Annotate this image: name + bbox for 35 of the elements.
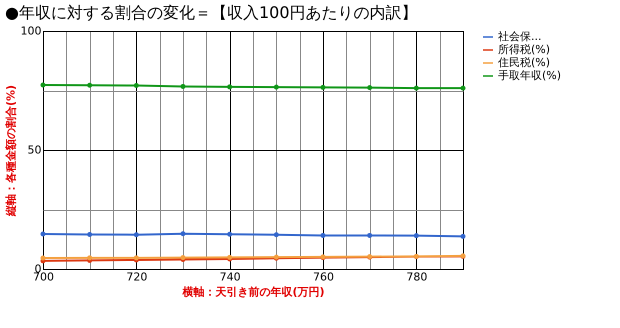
point xyxy=(87,82,92,88)
legend-label: 所得税(%) xyxy=(498,43,550,56)
point xyxy=(180,84,186,89)
x-tick-label: 740 xyxy=(220,270,241,284)
y-axis-title: 縦軸：各種金額の割合(%) xyxy=(4,84,18,218)
point xyxy=(460,234,466,239)
point xyxy=(40,256,46,261)
point xyxy=(227,232,232,237)
point xyxy=(414,233,419,238)
x-tick-label: 760 xyxy=(313,270,334,284)
y-tick-label: 100 xyxy=(20,24,42,38)
point xyxy=(367,232,372,238)
x-axis-title: 横軸：天引き前の年収(万円) xyxy=(181,286,325,298)
point xyxy=(460,86,466,91)
legend-label: 住民税(%) xyxy=(498,56,550,69)
legend-label: 社会保... xyxy=(498,30,542,43)
point xyxy=(87,232,92,237)
point xyxy=(40,82,46,88)
point xyxy=(320,84,326,90)
x-tick-label: 780 xyxy=(406,270,428,284)
point xyxy=(274,84,279,90)
legend-label: 手取年収(%) xyxy=(498,69,562,82)
point xyxy=(320,232,326,238)
point xyxy=(367,85,372,90)
y-tick-label: 50 xyxy=(28,144,42,156)
point xyxy=(180,231,186,236)
x-tick-label: 720 xyxy=(126,270,148,284)
point xyxy=(134,232,139,238)
point xyxy=(134,83,139,88)
chart-title: ●年収に対する割合の変化＝【収入100円あたりの内訳】 xyxy=(5,3,418,22)
point xyxy=(414,86,419,91)
point xyxy=(40,232,46,237)
point xyxy=(227,84,232,90)
point xyxy=(274,232,279,238)
point xyxy=(87,255,92,260)
